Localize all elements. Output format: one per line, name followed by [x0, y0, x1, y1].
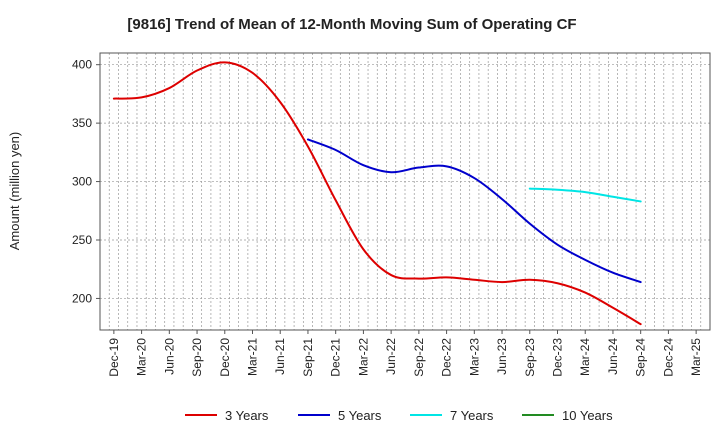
x-tick-label: Dec-23 [551, 338, 565, 377]
x-tick-labels: Dec-19 Mar-20 Jun-20 Sep-20 Dec-20 Mar-21 Jun-… [107, 330, 703, 377]
x-tick-label: Dec-22 [440, 338, 454, 377]
series-line-3-years [112, 61, 642, 326]
series-line-7-years [528, 187, 642, 203]
x-tick-label: Mar-23 [467, 338, 481, 376]
y-axis-label: Amount (million yen) [7, 132, 22, 251]
x-tick-label: Jun-20 [162, 338, 176, 375]
legend-label-10-years: 10 Years [562, 408, 613, 423]
x-tick-label: Mar-24 [578, 338, 592, 376]
x-tick-label: Mar-22 [356, 338, 370, 376]
x-tick-label: Dec-21 [329, 338, 343, 377]
y-tick-label: 350 [72, 116, 92, 130]
x-tick-label: Sep-22 [412, 338, 426, 377]
y-tick-label: 200 [72, 291, 92, 305]
x-tick-label: Mar-21 [246, 338, 260, 376]
x-tick-label: Sep-24 [634, 338, 648, 377]
x-tick-label: Sep-23 [523, 338, 537, 377]
y-tick-label: 400 [72, 58, 92, 72]
legend-label-7-years: 7 Years [450, 408, 494, 423]
x-tick-label: Dec-24 [661, 338, 675, 377]
legend: 3 Years 5 Years 7 Years 10 Years [185, 408, 613, 423]
y-tick-label: 300 [72, 175, 92, 189]
y-tick-label: 250 [72, 233, 92, 247]
x-tick-label: Jun-22 [384, 338, 398, 375]
y-tick-labels: 200 250 300 350 400 [72, 58, 100, 305]
legend-label-3-years: 3 Years [225, 408, 269, 423]
x-tick-label: Mar-25 [689, 338, 703, 376]
x-tick-label: Sep-21 [301, 338, 315, 377]
x-tick-label: Dec-20 [218, 338, 232, 377]
x-tick-label: Sep-20 [190, 338, 204, 377]
gridlines [100, 53, 710, 330]
series-lines [112, 61, 642, 326]
x-tick-label: Jun-21 [273, 338, 287, 375]
legend-label-5-years: 5 Years [338, 408, 382, 423]
x-tick-label: Jun-24 [606, 338, 620, 375]
x-tick-label: Jun-23 [495, 338, 509, 375]
x-tick-label: Dec-19 [107, 338, 121, 377]
chart-title: [9816] Trend of Mean of 12-Month Moving … [127, 16, 576, 33]
plot-area [99, 52, 711, 331]
series-line-5-years [306, 138, 642, 284]
x-tick-label: Mar-20 [135, 338, 149, 376]
